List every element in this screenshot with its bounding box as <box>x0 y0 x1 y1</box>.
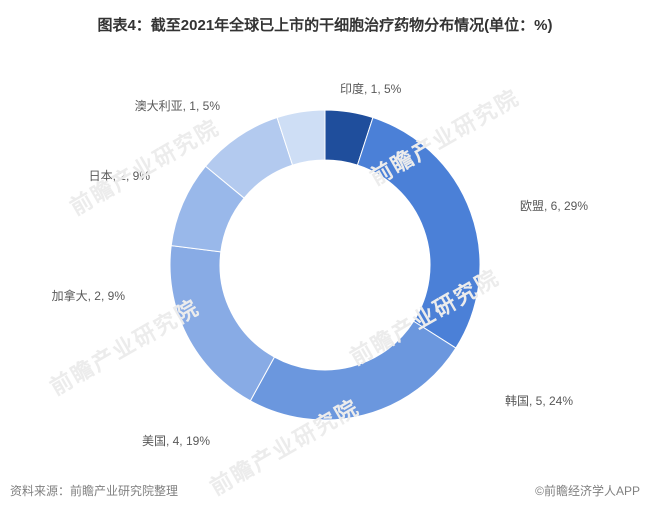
chart-title: 图表4：截至2021年全球已上市的干细胞治疗药物分布情况(单位：%) <box>0 0 650 35</box>
slice-label: 日本, 2, 9% <box>89 169 151 183</box>
donut-slice <box>170 246 274 401</box>
donut-chart: 印度, 1, 5% 欧盟, 6, 29% 韩国, 5, 24% 美国, 4, 19% 加… <box>0 40 650 475</box>
donut-slice <box>357 118 480 348</box>
footer: 资料来源：前瞻产业研究院整理 ©前瞻经济学人APP <box>10 482 640 499</box>
source-text: 资料来源：前瞻产业研究院整理 <box>10 484 178 498</box>
copyright-text: ©前瞻经济学人APP <box>535 482 640 499</box>
donut-slice <box>250 321 456 420</box>
slice-label: 欧盟, 6, 29% <box>520 199 588 213</box>
slice-label: 美国, 4, 19% <box>142 434 210 448</box>
slice-label: 印度, 1, 5% <box>340 81 402 96</box>
slice-label: 加拿大, 2, 9% <box>52 288 126 303</box>
slice-label: 澳大利亚, 1, 5% <box>135 99 221 113</box>
slice-label: 韩国, 5, 24% <box>505 393 573 408</box>
